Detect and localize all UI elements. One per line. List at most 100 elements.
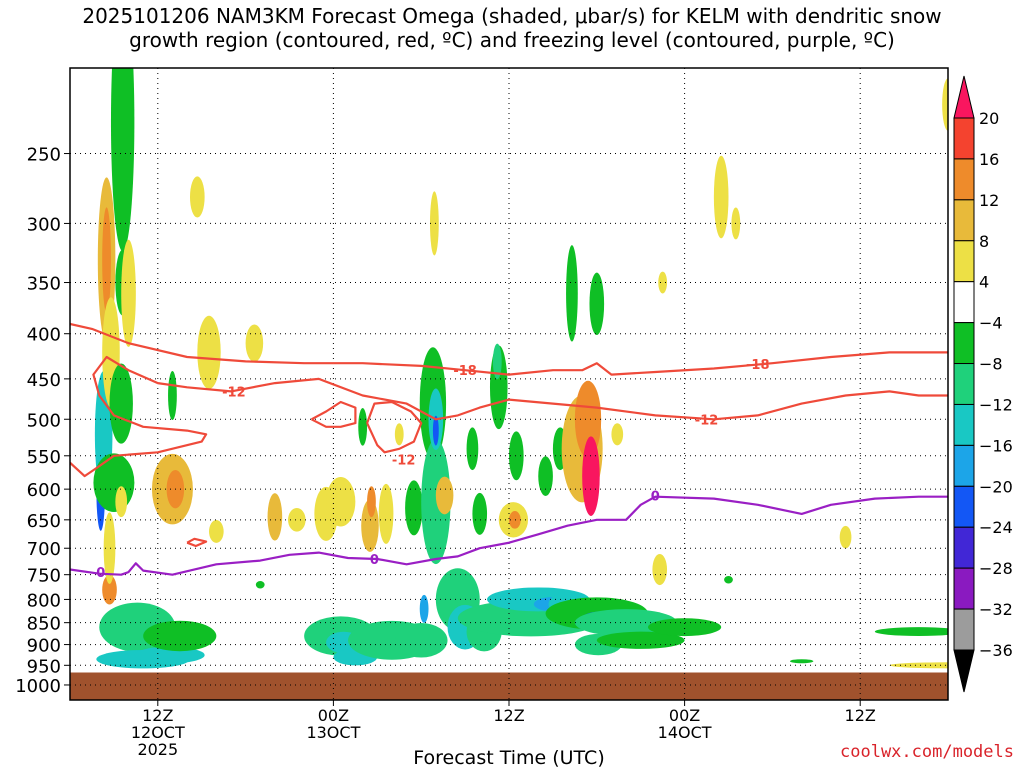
dgz-contour-3 — [366, 400, 423, 454]
colorbar-label-12: −32 — [979, 600, 1013, 619]
colorbar: 20 16 12 8 4 −4 −8 −12 −16 −20 −24 −28 −32 −36 — [953, 75, 1013, 693]
colorbar-band-6 — [953, 363, 975, 405]
omega-cell-79 — [724, 575, 733, 584]
y-tick-1000: 1000 — [15, 676, 61, 697]
freezing-level-contour-label-1: 0 — [370, 553, 379, 568]
omega-cell-10 — [109, 363, 133, 444]
omega-cell-70 — [589, 272, 605, 335]
omega-cell-38 — [405, 480, 423, 536]
colorbar-label-7: −12 — [979, 395, 1013, 414]
axes: 2503003504004505005506006507007508008509… — [15, 67, 949, 759]
x-tick-0-line-0: 12Z — [142, 706, 173, 725]
omega-cell-11 — [121, 239, 136, 347]
x-axis-label: Forecast Time (UTC) — [413, 747, 604, 768]
omega-cell-16 — [115, 486, 128, 518]
title-line-1: 2025101206 NAM3KM Forecast Omega (shaded… — [82, 4, 942, 28]
x-tick-1-line-0: 00Z — [318, 706, 349, 725]
surface-ground — [70, 672, 948, 700]
colorbar-band-2 — [953, 199, 975, 242]
omega-cell-84 — [942, 78, 948, 131]
dgz-contour-0-label-0: -18 — [453, 364, 477, 379]
y-tick-850: 850 — [27, 614, 61, 635]
y-tick-650: 650 — [27, 511, 61, 532]
dgz-contour-1-label-0: -12 — [222, 385, 246, 400]
colorbar-label-2: 12 — [979, 191, 999, 210]
y-tick-950: 950 — [27, 656, 61, 677]
colorbar-band-10 — [953, 526, 975, 569]
colorbar-label-9: −20 — [979, 477, 1013, 496]
omega-cell-66 — [582, 436, 600, 516]
omega-cell-23 — [245, 324, 264, 362]
omega-cell-82 — [874, 627, 948, 636]
colorbar-band-12 — [953, 608, 975, 651]
omega-cell-26 — [288, 508, 306, 532]
freezing-level-contour-label-2: 0 — [651, 489, 660, 504]
dgz-contour-0-label-1: -18 — [746, 358, 770, 373]
omega-cell-24 — [255, 581, 265, 589]
omega-cell-32 — [358, 408, 368, 446]
omega-cell-15 — [143, 620, 217, 652]
colorbar-label-10: −24 — [979, 518, 1013, 537]
y-tick-350: 350 — [27, 274, 61, 295]
omega-shading — [93, 68, 948, 669]
omega-cell-49 — [466, 427, 479, 471]
contours: -18 -18 -12 -12 -12 0 0 0 — [70, 322, 948, 581]
colorbar-band-5 — [953, 322, 975, 365]
omega-cell-28 — [326, 476, 356, 527]
omega-cell-63 — [566, 245, 578, 342]
colorbar-band-7 — [953, 403, 975, 446]
omega-cell-55 — [509, 510, 521, 529]
y-tick-800: 800 — [27, 590, 61, 611]
y-tick-600: 600 — [27, 480, 61, 501]
omega-cell-81 — [839, 525, 852, 549]
x-tick-0-line-1: 12OCT — [131, 723, 185, 742]
omega-cell-34 — [367, 486, 376, 518]
freezing-level-contour — [70, 495, 948, 576]
colorbar-label-1: 16 — [979, 150, 999, 169]
x-tick-2-line-0: 12Z — [493, 706, 524, 725]
omega-cell-46 — [435, 476, 454, 515]
omega-cell-75 — [658, 271, 668, 294]
chart-title: 2025101206 NAM3KM Forecast Omega (shaded… — [0, 4, 1024, 52]
ground-surface — [70, 672, 948, 700]
colorbar-label-5: −4 — [979, 314, 1003, 333]
x-tick-0-line-2: 2025 — [137, 740, 178, 759]
x-tick-3-line-1: 14OCT — [658, 723, 712, 742]
y-tick-400: 400 — [27, 325, 61, 346]
omega-cell-40 — [419, 594, 429, 623]
omega-cell-80 — [789, 659, 814, 664]
colorbar-band-1 — [953, 158, 975, 201]
colorbar-band-0 — [953, 117, 975, 160]
credit-link[interactable]: coolwx.com/models — [840, 742, 1014, 762]
colorbar-band-4 — [953, 281, 975, 324]
omega-cell-56 — [508, 431, 524, 481]
colorbar-label-13: −36 — [979, 641, 1013, 660]
dgz-contour-0 — [70, 322, 948, 376]
x-tick-3-line-0: 00Z — [669, 706, 700, 725]
freezing-level-contour-label-0: 0 — [96, 566, 105, 581]
omega-cell-83 — [889, 662, 948, 669]
omega-cell-7 — [93, 453, 135, 512]
omega-cell-76 — [648, 618, 722, 637]
colorbar-top-arrow — [953, 75, 975, 119]
x-tick-1-line-1: 13OCT — [306, 723, 360, 742]
y-tick-550: 550 — [27, 447, 61, 468]
colorbar-band-11 — [953, 567, 975, 610]
colorbar-label-4: 4 — [979, 273, 989, 292]
y-tick-500: 500 — [27, 410, 61, 431]
colorbar-band-9 — [953, 485, 975, 528]
colorbar-band-8 — [953, 444, 975, 487]
colorbar-label-11: −28 — [979, 559, 1013, 578]
omega-cell-14 — [134, 646, 205, 664]
omega-cell-53 — [492, 343, 502, 380]
omega-cell-22 — [209, 519, 224, 543]
omega-cell-50 — [472, 492, 488, 535]
colorbar-label-6: −8 — [979, 355, 1003, 374]
title-line-2: growth region (contoured, red, ºC) and f… — [129, 28, 895, 52]
colorbar-label-8: −16 — [979, 436, 1013, 455]
omega-cell-65 — [574, 380, 602, 458]
y-tick-250: 250 — [27, 145, 61, 166]
omega-cell-77 — [713, 155, 729, 239]
dgz-contour-4 — [186, 537, 208, 548]
